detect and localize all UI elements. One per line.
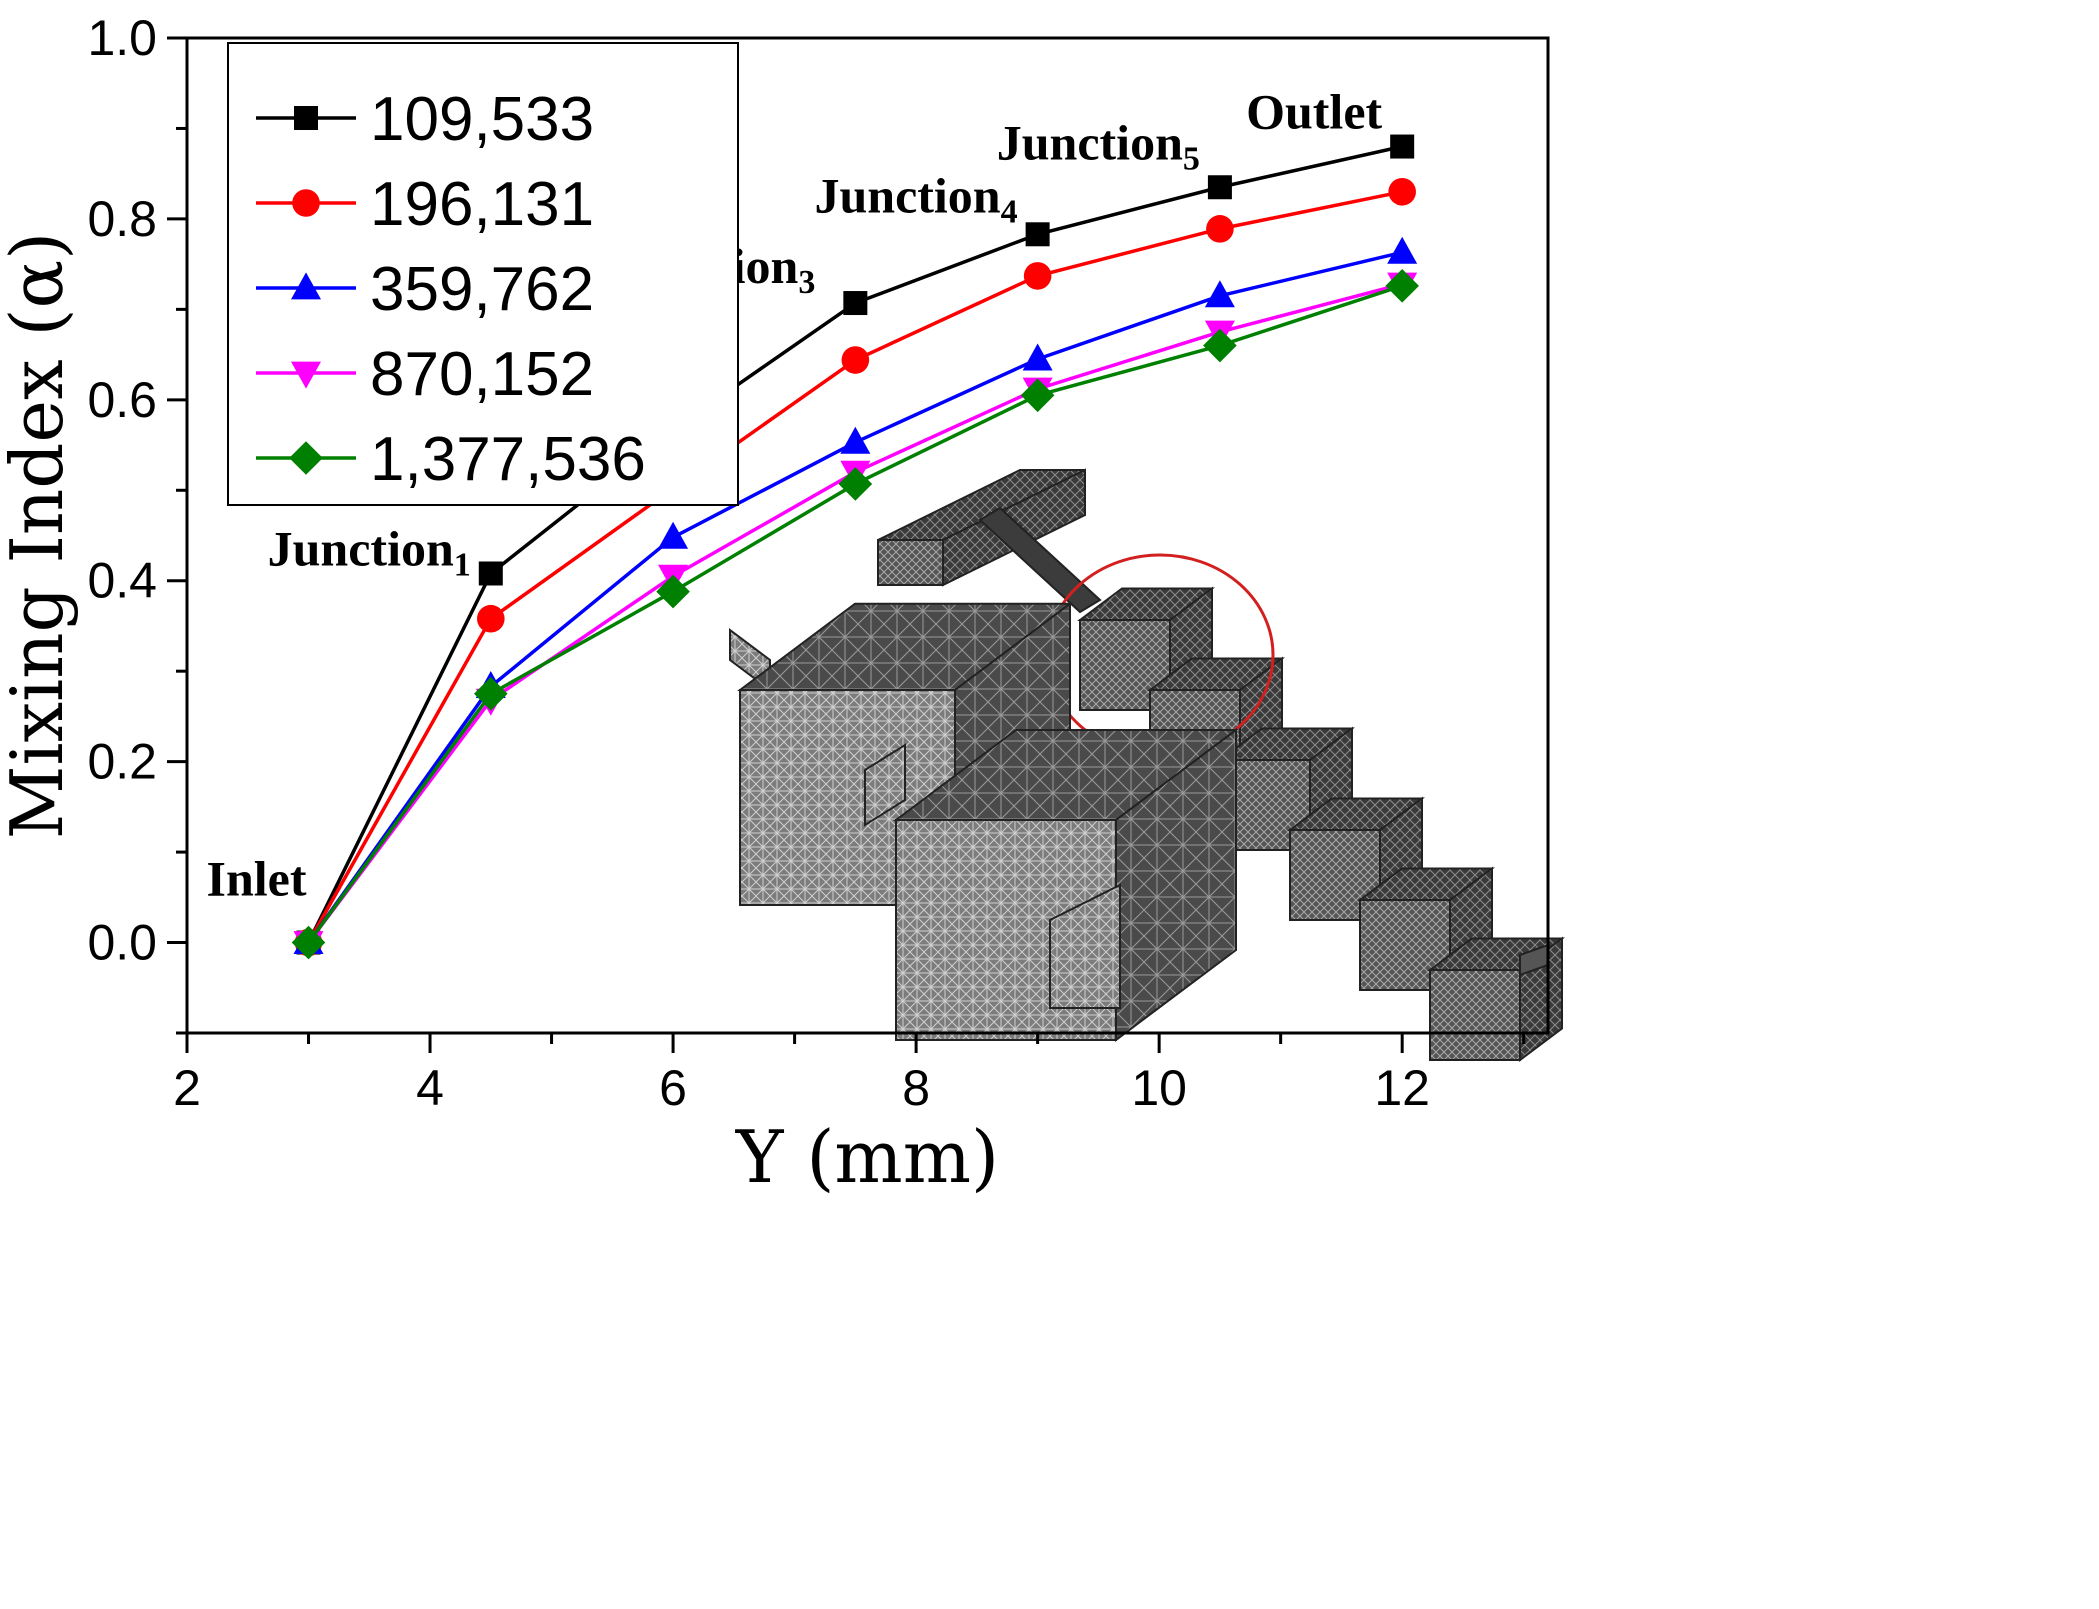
annotation-label: Inlet [207, 851, 307, 907]
data-point [658, 521, 689, 549]
x-axis-title: Y (mm) [735, 1115, 999, 1199]
data-point [1207, 175, 1232, 200]
data-point [840, 426, 871, 454]
data-point [838, 467, 873, 501]
cube-front-face [1429, 969, 1521, 1061]
x-tick-label: 8 [902, 1060, 930, 1116]
y-tick-label: 1.0 [87, 10, 157, 66]
annotation-main: Junction [814, 167, 1000, 223]
y-tick-label: 0.4 [87, 553, 157, 609]
legend-entry: 109,533 [256, 85, 594, 154]
data-point [841, 346, 870, 374]
y-axis-title: Mixing Index (α) [0, 232, 79, 840]
legend-label: 1,377,536 [370, 425, 646, 494]
data-point [1023, 262, 1052, 290]
data-series-layer [291, 134, 1419, 960]
x-tick-label: 2 [173, 1060, 201, 1116]
annotation-subscript: 3 [798, 264, 815, 301]
data-point [1022, 343, 1053, 371]
plot-axes: 2 4 6 8 10 12 0.0 0.2 0.4 0.6 0.8 1.0 [87, 10, 1550, 1116]
x-tick-label: 12 [1374, 1060, 1430, 1116]
y-tick-label: 0.0 [87, 915, 157, 971]
data-point [473, 676, 508, 711]
legend-entry: 1,377,536 [256, 425, 646, 494]
legend-label: 196,131 [370, 170, 594, 239]
annotation-label: Outlet [1246, 84, 1382, 140]
annotation-main: Junction [268, 520, 454, 576]
annotation-subscript: 1 [454, 546, 471, 583]
data-point [656, 574, 690, 609]
microchannel [978, 506, 1102, 614]
data-point [1204, 280, 1235, 308]
plot-frame [185, 36, 1550, 1035]
legend-marker [292, 189, 320, 217]
data-point [1387, 236, 1418, 264]
annotation-subscript: 5 [1183, 140, 1200, 177]
legend-label: 870,152 [370, 340, 594, 409]
data-point [1390, 134, 1415, 159]
annotation-main: Outlet [1246, 84, 1382, 140]
legend-marker [289, 441, 323, 475]
legend-label: 359,762 [370, 255, 594, 324]
annotation-main: Inlet [207, 851, 307, 907]
y-tick-label: 0.8 [87, 191, 157, 247]
data-point [478, 561, 503, 586]
legend-entry: 196,131 [256, 170, 594, 239]
legend-marker [291, 361, 321, 389]
annotation-label: Junction4 [814, 167, 1017, 230]
data-point [1020, 378, 1055, 413]
annotation-label: Junction1 [268, 520, 471, 583]
x-tick-label: 10 [1131, 1060, 1187, 1116]
legend-marker [291, 272, 321, 300]
zoom-outlet-channel [1049, 883, 1121, 1009]
mesh-geometry-inset [729, 468, 1565, 1062]
inlet-bar-front [877, 539, 944, 586]
data-point [476, 604, 505, 633]
legend-marker [294, 106, 318, 130]
x-tick-label: 4 [416, 1060, 444, 1116]
y-tick-label: 0.6 [87, 372, 157, 428]
mixing-chamber-6 [1427, 936, 1565, 1062]
data-point [1203, 328, 1237, 363]
data-point [291, 925, 326, 960]
series-4 [291, 269, 1419, 960]
zoom-connector [864, 743, 906, 827]
data-point [843, 291, 868, 316]
annotation-subscript: 4 [1001, 193, 1018, 230]
data-point [1388, 177, 1416, 206]
legend: 109,533 196,131 359,762 870,152 1,377,536 [227, 42, 739, 506]
data-point [1206, 215, 1234, 243]
data-point [1385, 269, 1419, 303]
x-tick-label: 6 [659, 1060, 687, 1116]
legend-entry: 870,152 [256, 340, 594, 409]
legend-label: 109,533 [370, 85, 594, 154]
data-point [1025, 222, 1050, 247]
annotation-main: Junction [997, 114, 1183, 170]
annotation-label: Junction5 [997, 114, 1200, 177]
y-tick-label: 0.2 [87, 734, 157, 790]
legend-entry: 359,762 [256, 255, 594, 324]
